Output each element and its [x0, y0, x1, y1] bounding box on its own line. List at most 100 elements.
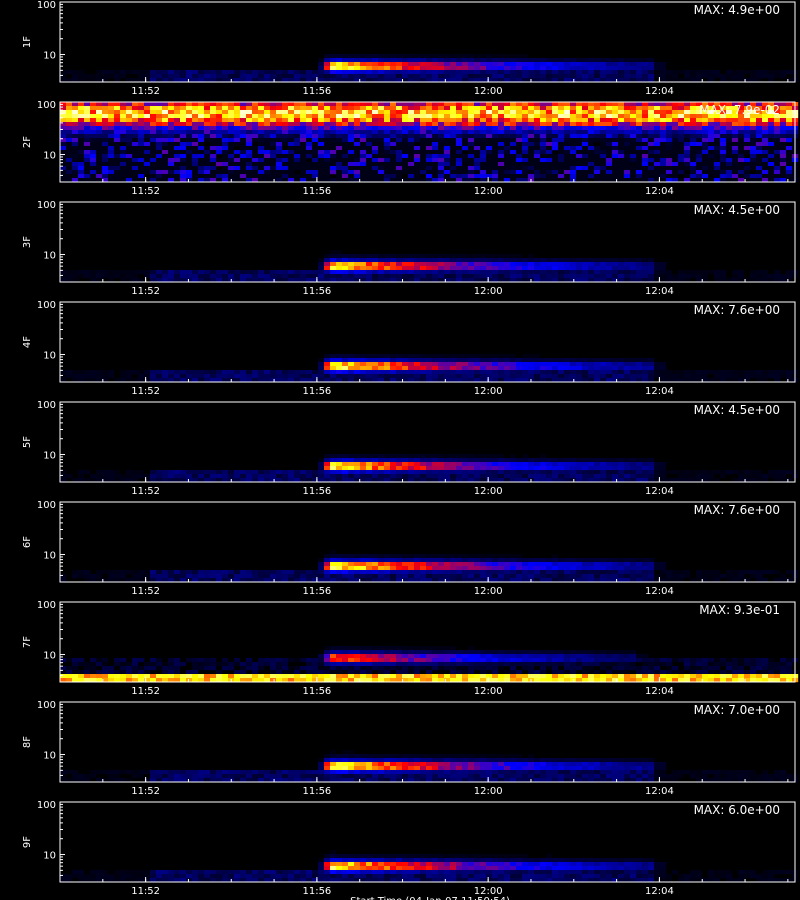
- heatmap-cell: [690, 274, 697, 279]
- heatmap-cell: [114, 130, 121, 135]
- heatmap-cell: [582, 474, 589, 479]
- heatmap-cell: [246, 370, 253, 375]
- heatmap-cell: [654, 146, 661, 151]
- heatmap-cell: [468, 478, 475, 483]
- heatmap-cell: [522, 154, 529, 159]
- heatmap-cell: [300, 178, 307, 183]
- heatmap-cell: [270, 142, 277, 147]
- heatmap-cell: [288, 378, 295, 383]
- heatmap-cell: [270, 166, 277, 171]
- heatmap-cell: [510, 110, 517, 115]
- heatmap-cell: [474, 270, 481, 275]
- heatmap-cell: [330, 474, 337, 479]
- heatmap-cell: [66, 102, 73, 107]
- heatmap-cell: [444, 362, 451, 367]
- heatmap-cell: [420, 134, 427, 139]
- heatmap-cell: [306, 370, 313, 375]
- heatmap-cell: [648, 370, 655, 375]
- heatmap-cell: [768, 370, 775, 375]
- heatmap-cell: [774, 102, 781, 107]
- heatmap-cell: [660, 270, 667, 275]
- heatmap-cell: [474, 166, 481, 171]
- heatmap-cell: [114, 570, 121, 575]
- heatmap-cell: [432, 258, 439, 263]
- heatmap-cell: [606, 158, 613, 163]
- heatmap-cell: [564, 474, 571, 479]
- heatmap-cell: [618, 466, 625, 471]
- heatmap-cell: [198, 570, 205, 575]
- heatmap-cell: [786, 106, 793, 111]
- heatmap-cell: [204, 134, 211, 139]
- heatmap-cell: [402, 170, 409, 175]
- heatmap-cell: [600, 366, 607, 371]
- heatmap-cell: [264, 274, 271, 279]
- heatmap-cell: [570, 462, 577, 467]
- heatmap-cell: [684, 134, 691, 139]
- heatmap-cell: [324, 274, 331, 279]
- heatmap-cell: [270, 170, 277, 175]
- heatmap-cell: [708, 142, 715, 147]
- heatmap-cell: [348, 142, 355, 147]
- heatmap-cell: [348, 74, 355, 79]
- heatmap-cell: [570, 102, 577, 107]
- heatmap-cell: [468, 462, 475, 467]
- heatmap-cell: [348, 366, 355, 371]
- heatmap-cell: [588, 370, 595, 375]
- heatmap-cell: [732, 74, 739, 79]
- heatmap-cell: [744, 478, 751, 483]
- heatmap-cell: [378, 162, 385, 167]
- heatmap-cell: [366, 66, 373, 71]
- heatmap-cell: [576, 370, 583, 375]
- heatmap-cell: [66, 138, 73, 143]
- heatmap-cell: [456, 462, 463, 467]
- heatmap-cell: [342, 102, 349, 107]
- heatmap-cell: [462, 278, 469, 283]
- heatmap-cell: [438, 374, 445, 379]
- heatmap-cell: [138, 158, 145, 163]
- heatmap-cell: [360, 78, 367, 83]
- heatmap-cell: [192, 162, 199, 167]
- heatmap-cell: [474, 130, 481, 135]
- heatmap-cell: [414, 114, 421, 119]
- heatmap-cell: [216, 130, 223, 135]
- heatmap-cell: [570, 130, 577, 135]
- heatmap-cell: [642, 142, 649, 147]
- heatmap-cell: [588, 70, 595, 75]
- heatmap-cell: [432, 354, 439, 359]
- heatmap-cell: [642, 370, 649, 375]
- heatmap-cell: [504, 274, 511, 279]
- heatmap-cell: [474, 358, 481, 363]
- heatmap-cell: [780, 146, 787, 151]
- heatmap-cell: [126, 174, 133, 179]
- heatmap-cell: [102, 106, 109, 111]
- heatmap-cell: [762, 474, 769, 479]
- heatmap-cell: [708, 370, 715, 375]
- heatmap-cell: [162, 130, 169, 135]
- heatmap-cell: [192, 138, 199, 143]
- heatmap-cell: [630, 150, 637, 155]
- heatmap-cell: [144, 138, 151, 143]
- heatmap-cell: [414, 278, 421, 283]
- heatmap-cell: [336, 154, 343, 159]
- heatmap-cell: [144, 274, 151, 279]
- heatmap-cell: [726, 134, 733, 139]
- heatmap-cell: [726, 142, 733, 147]
- heatmap-cell: [324, 130, 331, 135]
- heatmap-cell: [324, 478, 331, 483]
- heatmap-cell: [144, 178, 151, 183]
- heatmap-cell: [534, 106, 541, 111]
- heatmap-cell: [780, 106, 787, 111]
- heatmap-cell: [348, 126, 355, 131]
- heatmap-cell: [510, 266, 517, 271]
- heatmap-cell: [210, 154, 217, 159]
- heatmap-cell: [576, 262, 583, 267]
- heatmap-cell: [498, 134, 505, 139]
- heatmap-cell: [618, 270, 625, 275]
- heatmap-cell: [144, 578, 151, 583]
- heatmap-cell: [144, 270, 151, 275]
- heatmap-cell: [690, 138, 697, 143]
- heatmap-cell: [222, 574, 229, 579]
- heatmap-cell: [198, 374, 205, 379]
- heatmap-cell: [540, 170, 547, 175]
